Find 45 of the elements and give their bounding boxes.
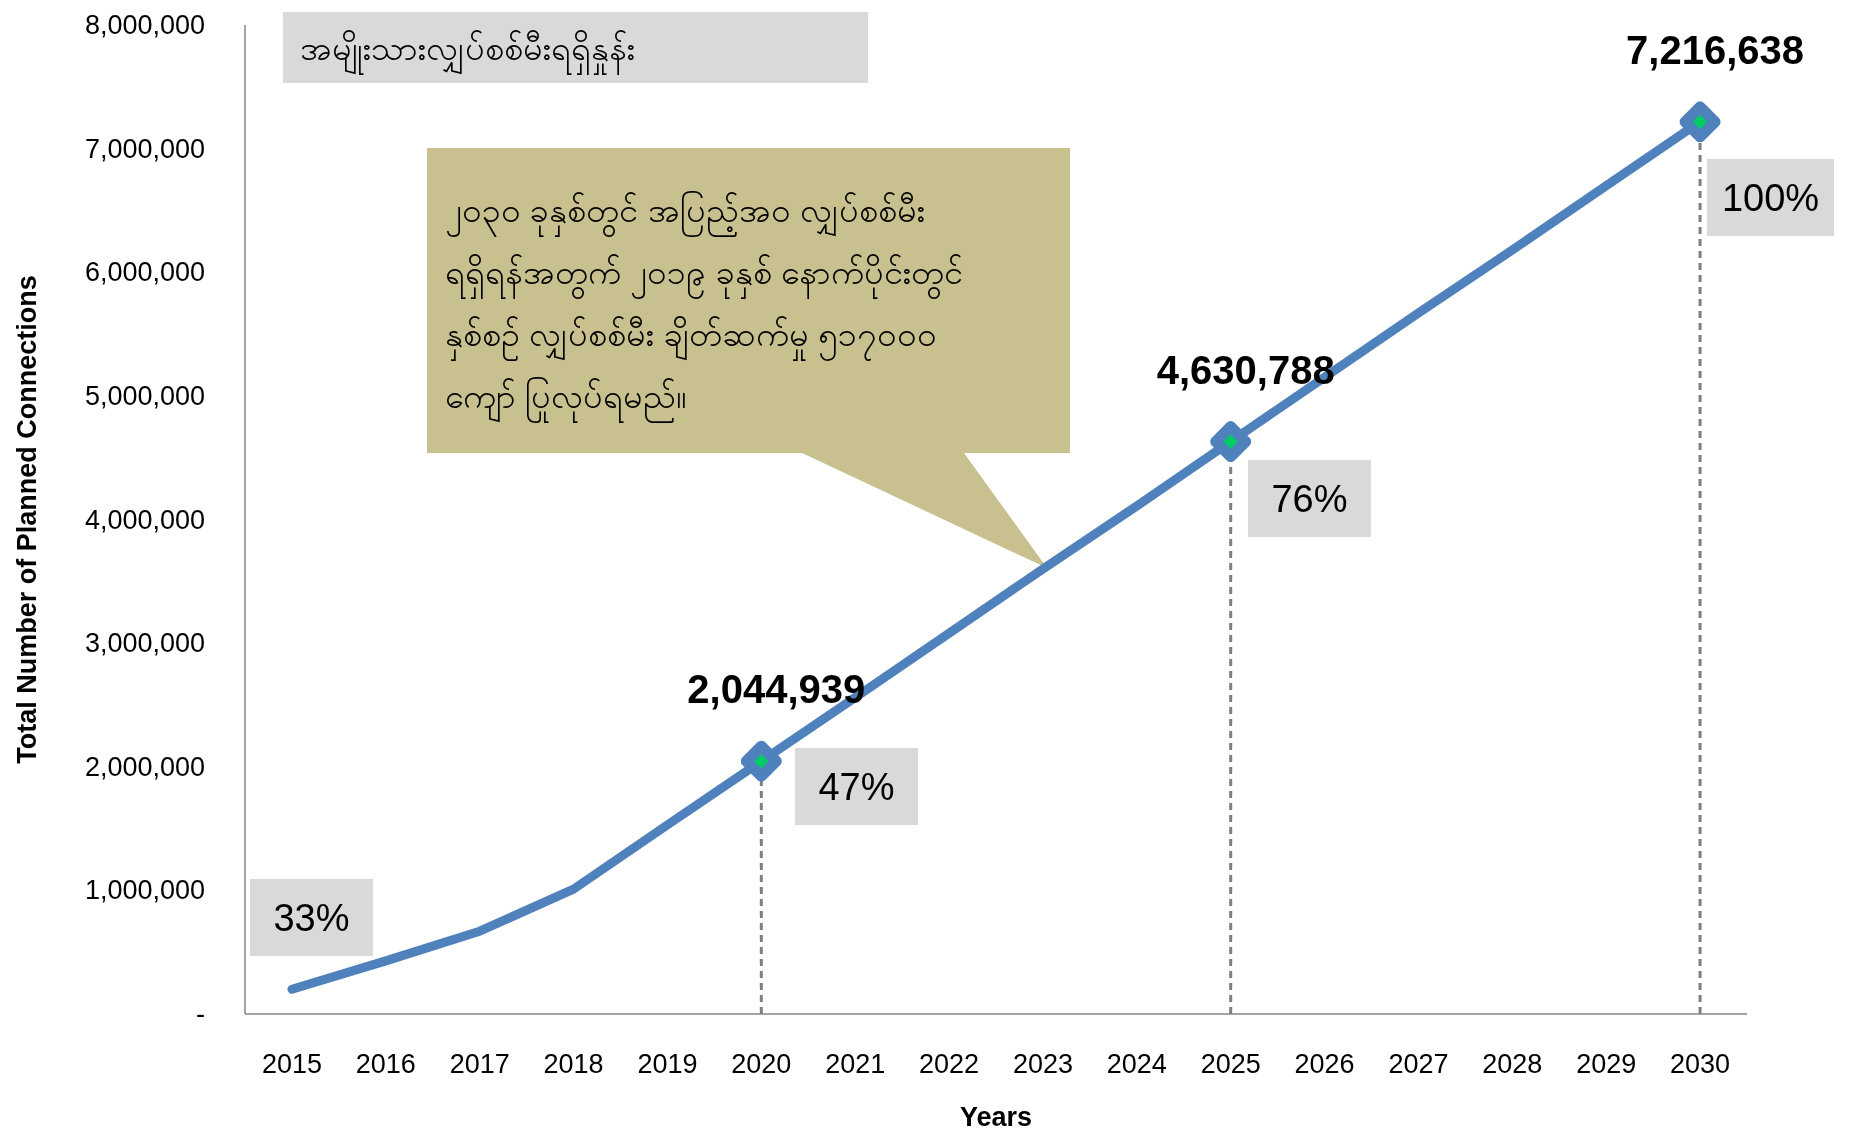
annotation: 76%: [1271, 477, 1348, 520]
point: [1210, 421, 1252, 463]
x-tick-label: 2020: [731, 1049, 792, 1079]
y-tick-label: -: [196, 999, 205, 1029]
x-tick-label: 2028: [1482, 1049, 1543, 1079]
x-tick-label: 2026: [1294, 1049, 1355, 1079]
annotation: 100%: [1721, 176, 1820, 219]
x-tick-label: 2017: [449, 1049, 510, 1079]
data-label: 2,044,939: [687, 667, 866, 712]
x-tick-label: 2027: [1388, 1049, 1449, 1079]
x-tick-label: 2015: [261, 1049, 322, 1079]
note: 47%: [795, 748, 918, 825]
x-tick-label: 2030: [1670, 1049, 1731, 1079]
x-tick-label: 2019: [637, 1049, 698, 1079]
x-tick-label: 2029: [1576, 1049, 1637, 1079]
x-tick-label: 2016: [355, 1049, 416, 1079]
annotation: 47%: [818, 765, 895, 808]
y-tick-label: 7,000,000: [84, 133, 205, 164]
x-tick-label: 2025: [1200, 1049, 1261, 1079]
data-label: 4,630,788: [1156, 347, 1335, 392]
x-tick-label: 2024: [1106, 1049, 1167, 1079]
chart-title: အမျိုးသားလျှပ်စစ်မီးရရှိနှုန်း: [300, 29, 635, 75]
annotation: 33%: [273, 896, 350, 939]
title: အမျိုးသားလျှပ်စစ်မီးရရှိနှုန်း: [283, 12, 868, 83]
point: [1679, 101, 1721, 143]
y-tick-label: 1,000,000: [84, 875, 205, 906]
y-tick-label: 2,000,000: [84, 751, 205, 782]
x-tick-label: 2018: [543, 1049, 604, 1079]
y-tick-label: 4,000,000: [84, 504, 205, 535]
note: 100%: [1707, 159, 1834, 236]
data-label: 7,216,638: [1626, 27, 1805, 72]
note: 33%: [250, 879, 373, 956]
point: [740, 740, 782, 782]
x-tick-label: 2023: [1012, 1049, 1073, 1079]
x-axis-title: Years: [959, 1102, 1033, 1132]
callout: ၂၀၃၀ ခုနှစ်တွင် အပြည့်အဝ လျှပ်စစ်မီး ရရှိရန်အတွက် ၂၀၁၉ ခုနှစ် နောက်ပိုင်းတွင် နှစ်စဉ် လျှပ်စစ်မီး ချိတ်ဆက်မှု ၅၁၇၀၀၀ ကျော် ပြုလုပ်ရမည်။: [427, 148, 1070, 568]
y-tick-label: 5,000,000: [84, 380, 205, 411]
y-tick-label: 6,000,000: [84, 257, 205, 288]
x-tick-label: 2021: [825, 1049, 886, 1079]
x-tick-label: 2022: [919, 1049, 980, 1079]
annotation: ၂၀၃၀ ခုနှစ်တွင် အပြည့်အဝ လျှပ်စစ်မီး ရရှိရန်အတွက် ၂၀၁၉ ခုနှစ် နောက်ပိုင်းတွင် နှစ်စဉ် လျှပ်စစ်မီး ချိတ်ဆက်မှု ၅၁၇၀၀၀ ကျော် ပြုလုပ်ရမည်။: [445, 191, 964, 423]
note: 76%: [1248, 460, 1371, 537]
y-tick-label: 3,000,000: [84, 628, 205, 659]
y-axis-title: Total Number of Planned Connections: [12, 275, 42, 764]
y-tick-label: 8,000,000: [84, 10, 205, 40]
